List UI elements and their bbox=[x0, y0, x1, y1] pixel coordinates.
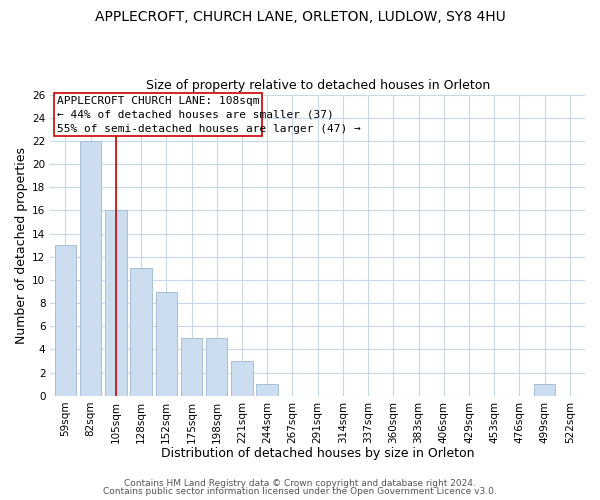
Bar bbox=[155, 292, 177, 396]
Bar bbox=[105, 210, 127, 396]
Bar bbox=[130, 268, 152, 396]
Bar bbox=[181, 338, 202, 396]
FancyBboxPatch shape bbox=[54, 94, 262, 136]
Bar bbox=[206, 338, 227, 396]
Title: Size of property relative to detached houses in Orleton: Size of property relative to detached ho… bbox=[146, 79, 490, 92]
Bar bbox=[80, 141, 101, 396]
Text: Contains public sector information licensed under the Open Government Licence v3: Contains public sector information licen… bbox=[103, 487, 497, 496]
Bar bbox=[55, 245, 76, 396]
Text: APPLECROFT CHURCH LANE: 108sqm
← 44% of detached houses are smaller (37)
55% of : APPLECROFT CHURCH LANE: 108sqm ← 44% of … bbox=[57, 96, 361, 134]
Text: Contains HM Land Registry data © Crown copyright and database right 2024.: Contains HM Land Registry data © Crown c… bbox=[124, 478, 476, 488]
Bar bbox=[534, 384, 556, 396]
Text: APPLECROFT, CHURCH LANE, ORLETON, LUDLOW, SY8 4HU: APPLECROFT, CHURCH LANE, ORLETON, LUDLOW… bbox=[95, 10, 505, 24]
Y-axis label: Number of detached properties: Number of detached properties bbox=[15, 146, 28, 344]
Bar bbox=[231, 361, 253, 396]
X-axis label: Distribution of detached houses by size in Orleton: Distribution of detached houses by size … bbox=[161, 447, 475, 460]
Bar bbox=[256, 384, 278, 396]
